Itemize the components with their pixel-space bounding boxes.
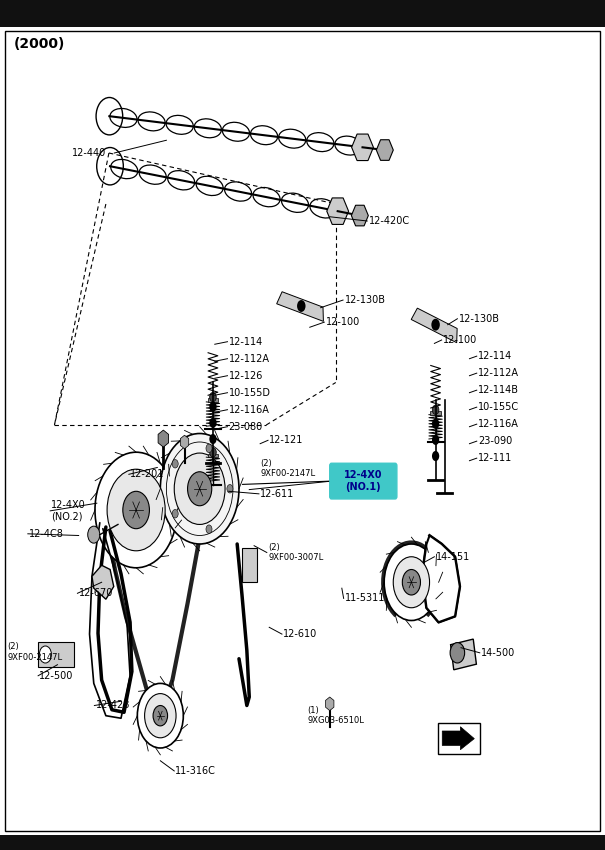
Text: 10-155D: 10-155D bbox=[229, 388, 270, 398]
Text: 12-201: 12-201 bbox=[130, 469, 165, 479]
Text: 12-130B: 12-130B bbox=[345, 295, 386, 305]
Polygon shape bbox=[442, 727, 474, 750]
FancyBboxPatch shape bbox=[330, 463, 397, 499]
Circle shape bbox=[432, 419, 439, 429]
Text: 12-100: 12-100 bbox=[325, 317, 360, 327]
Polygon shape bbox=[276, 292, 324, 321]
Text: 12-116A: 12-116A bbox=[229, 405, 270, 415]
Text: 12-114: 12-114 bbox=[229, 337, 263, 347]
Circle shape bbox=[384, 544, 439, 620]
Circle shape bbox=[160, 434, 239, 544]
Circle shape bbox=[432, 405, 439, 415]
Text: 12-112A: 12-112A bbox=[229, 354, 270, 364]
Text: 12-111: 12-111 bbox=[478, 453, 512, 463]
Text: (2)
9XF00-2147L: (2) 9XF00-2147L bbox=[260, 459, 315, 478]
Text: (1)
9XG03-6510L: (1) 9XG03-6510L bbox=[307, 706, 364, 725]
Circle shape bbox=[209, 402, 217, 412]
Circle shape bbox=[95, 452, 177, 568]
Text: 12-126: 12-126 bbox=[229, 371, 263, 381]
Text: 14-151: 14-151 bbox=[436, 552, 470, 562]
Circle shape bbox=[297, 300, 306, 312]
Circle shape bbox=[153, 706, 168, 726]
Text: (2)
9XF00-3007L: (2) 9XF00-3007L bbox=[268, 543, 323, 562]
Circle shape bbox=[431, 319, 440, 331]
Bar bbox=[242, 548, 257, 582]
Text: 12-670: 12-670 bbox=[79, 588, 113, 598]
Polygon shape bbox=[422, 536, 460, 622]
Text: 14-500: 14-500 bbox=[481, 648, 515, 658]
Bar bbox=[0, 0, 605, 27]
Circle shape bbox=[227, 484, 233, 493]
Text: 12-112A: 12-112A bbox=[478, 368, 519, 378]
Text: (2)
9XF00-2147L: (2) 9XF00-2147L bbox=[7, 643, 62, 661]
Text: 10-155C: 10-155C bbox=[478, 402, 519, 412]
Circle shape bbox=[88, 526, 100, 543]
Circle shape bbox=[172, 509, 178, 518]
Circle shape bbox=[209, 393, 216, 402]
Circle shape bbox=[402, 570, 420, 595]
Text: 12-500: 12-500 bbox=[39, 671, 74, 681]
Text: 12-100: 12-100 bbox=[443, 335, 477, 345]
Bar bbox=[208, 454, 218, 457]
Text: 12-611: 12-611 bbox=[260, 489, 295, 499]
Circle shape bbox=[39, 646, 51, 663]
Circle shape bbox=[172, 460, 178, 468]
Text: 12-4X0
(NO.2): 12-4X0 (NO.2) bbox=[51, 500, 86, 522]
Circle shape bbox=[206, 444, 212, 452]
Text: 11-5311: 11-5311 bbox=[345, 593, 385, 604]
Circle shape bbox=[188, 472, 212, 506]
Circle shape bbox=[137, 683, 183, 748]
Text: 12-121: 12-121 bbox=[269, 435, 304, 445]
Circle shape bbox=[123, 491, 149, 529]
Text: 12-420C: 12-420C bbox=[369, 216, 410, 226]
Text: 11-316C: 11-316C bbox=[175, 766, 217, 776]
Text: (2000): (2000) bbox=[13, 37, 65, 51]
Text: 12-116A: 12-116A bbox=[478, 419, 519, 429]
FancyBboxPatch shape bbox=[438, 723, 480, 754]
Polygon shape bbox=[411, 309, 457, 343]
Polygon shape bbox=[92, 565, 114, 599]
Circle shape bbox=[206, 525, 212, 534]
Bar bbox=[0, 835, 605, 850]
Bar bbox=[430, 411, 441, 415]
Text: 12-114: 12-114 bbox=[478, 351, 512, 361]
Bar bbox=[208, 399, 218, 402]
Circle shape bbox=[174, 453, 225, 524]
Circle shape bbox=[432, 435, 439, 445]
Bar bbox=[451, 639, 476, 670]
Bar bbox=[38, 642, 74, 667]
Text: 12-610: 12-610 bbox=[283, 629, 318, 639]
Text: 12-428: 12-428 bbox=[96, 700, 130, 711]
Circle shape bbox=[107, 469, 165, 551]
Text: 12-130B: 12-130B bbox=[459, 314, 500, 324]
Circle shape bbox=[450, 643, 465, 663]
Text: 12-440: 12-440 bbox=[71, 148, 106, 158]
Text: 23-090: 23-090 bbox=[478, 436, 512, 446]
Text: 12-114B: 12-114B bbox=[478, 385, 519, 395]
Circle shape bbox=[393, 557, 430, 608]
Circle shape bbox=[209, 448, 216, 457]
Circle shape bbox=[432, 450, 439, 461]
Circle shape bbox=[209, 417, 217, 428]
Text: 12-4C8: 12-4C8 bbox=[29, 529, 64, 539]
Text: 23-080: 23-080 bbox=[229, 422, 263, 432]
Text: 12-4X0
(NO.1): 12-4X0 (NO.1) bbox=[344, 470, 382, 492]
Circle shape bbox=[145, 694, 176, 738]
Circle shape bbox=[209, 434, 217, 444]
